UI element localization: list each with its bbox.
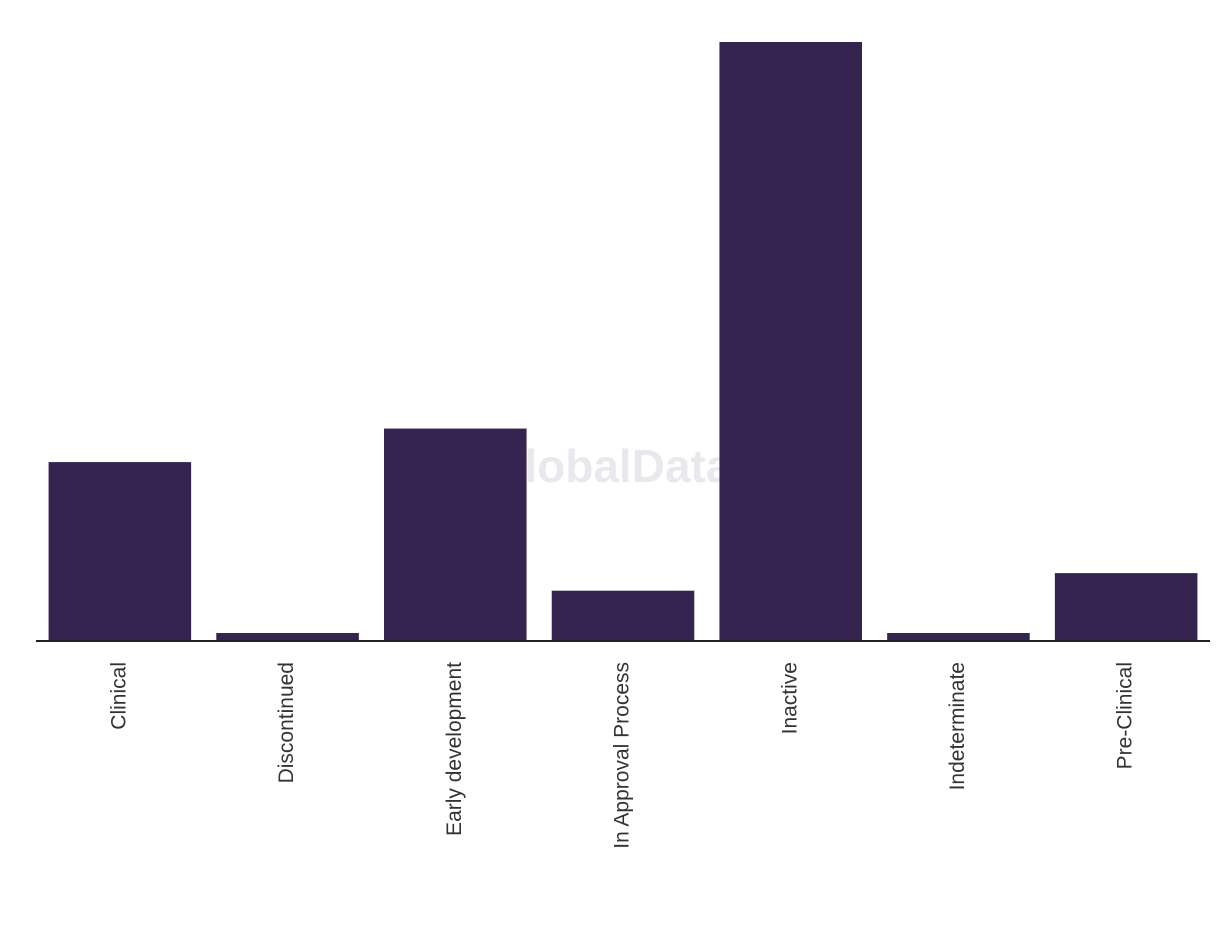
bar — [887, 633, 1030, 641]
watermark: GlobalData — [489, 440, 732, 492]
x-tick-label: Inactive — [778, 662, 801, 734]
x-tick-label: Clinical — [107, 662, 130, 730]
bar — [719, 42, 862, 641]
x-tick-label: In Approval Process — [611, 662, 634, 849]
bar — [48, 462, 192, 641]
bar — [1054, 573, 1198, 641]
x-tick-label: Early development — [443, 662, 466, 836]
x-tick-label: Pre-Clinical — [1114, 662, 1137, 769]
x-tick-label: Indeterminate — [946, 662, 969, 790]
bar — [216, 633, 359, 641]
bar — [384, 428, 527, 641]
x-tick-label: Discontinued — [275, 662, 298, 783]
bar — [551, 590, 695, 641]
